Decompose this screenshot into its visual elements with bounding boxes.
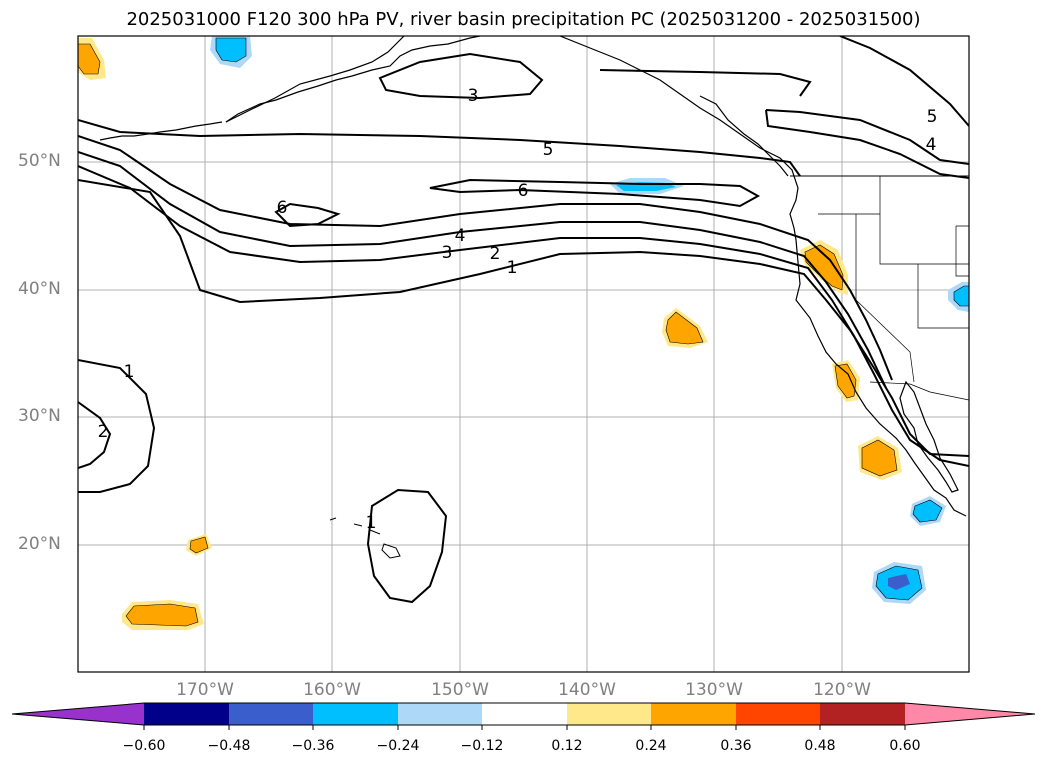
colorbar-bin (820, 703, 905, 725)
pv-label: 2 (98, 422, 109, 442)
precip-blob-nevada-neg-core (953, 285, 969, 307)
lon-label-160w: 160°W (303, 680, 361, 700)
pv-contour-1-hawaii (366, 488, 448, 604)
lon-label-140w: 140°W (558, 680, 616, 700)
colorbar-tick-label: 0.48 (804, 738, 836, 754)
precip-blob-dateline-core (78, 43, 101, 75)
colorbar-bin (144, 703, 229, 725)
colorbar-bin (398, 703, 482, 725)
alaska-coast (225, 36, 405, 123)
hawaii-islands (329, 517, 401, 559)
colorbar-extend-high (905, 703, 1035, 725)
lat-label-50n: 50°N (18, 151, 61, 171)
coastlines (99, 36, 969, 559)
pv-contour-ne-upper (839, 36, 969, 127)
lon-label-130w: 130°W (685, 680, 743, 700)
precip-blob-south-neg-core (888, 574, 910, 590)
map-title: 2025031000 F120 300 hPa PV, river basin … (126, 9, 921, 30)
lon-label-120w: 120°W (813, 680, 871, 700)
precip-blob-15n-core (125, 603, 199, 627)
colorbar-tick-label: −0.60 (122, 738, 166, 754)
colorbar-tick-label: −0.36 (291, 738, 335, 754)
bc-islands (699, 95, 789, 177)
precip-blob-baja-south-core (861, 439, 898, 477)
pv-contour-labels: 3 5 6 6 4 3 2 1 5 4 1 2 1 (98, 86, 938, 533)
pv-contours (78, 36, 969, 604)
colorbar-bin (736, 703, 820, 725)
map-frame (77, 35, 970, 673)
pv-label: 6 (277, 198, 288, 218)
baja-california (899, 380, 959, 493)
pv-label: 3 (468, 86, 479, 106)
precip-blob-nw-ca-core (804, 244, 844, 291)
pv-contour-3-north (378, 52, 544, 100)
aleutians (99, 121, 223, 141)
precip-blob-mex-neg-core (912, 499, 943, 523)
precip-blob-baja-north-core (834, 363, 857, 399)
precip-blob-hawaii-west-core (189, 536, 209, 554)
colorbar-tick-label: −0.48 (207, 738, 251, 754)
colorbar-bin (482, 703, 567, 725)
lat-label-30n: 30°N (18, 406, 61, 426)
pv-label: 1 (507, 258, 518, 278)
pv-contour-2-west (78, 401, 112, 469)
colorbar-bin (313, 703, 398, 725)
pv-label: 1 (366, 513, 377, 533)
colorbar-bin (229, 703, 313, 725)
pv-contour-5 (78, 119, 801, 177)
pv-contour-6-west (274, 202, 341, 228)
pv-contour-4 (78, 135, 893, 381)
colorbar-extend-low (12, 703, 144, 725)
precip-blob-37n-134w-core (665, 311, 704, 345)
colorbar-bin (651, 703, 736, 725)
pv-contour-3 (78, 151, 887, 389)
pv-label: 4 (455, 226, 466, 246)
gulf-alaska-coast (559, 36, 967, 517)
colorbar-tick-label: −0.24 (376, 738, 420, 754)
pv-contour-5-ne (765, 109, 969, 165)
pv-label: 2 (490, 244, 501, 264)
pv-label: 5 (927, 107, 938, 127)
colorbar-tick-label: 0.60 (889, 738, 921, 754)
lon-label-150w: 150°W (431, 680, 489, 700)
pv-label: 6 (518, 181, 529, 201)
pv-label: 1 (124, 362, 135, 382)
colorbar-tick-label: −0.12 (460, 738, 504, 754)
pv-contour-1-main (78, 179, 969, 457)
pv-contour-6-east (429, 178, 761, 208)
colorbar-tick-label: 0.36 (720, 738, 752, 754)
lat-label-20n: 20°N (18, 534, 61, 554)
pv-contour-1-west (78, 359, 156, 493)
pv-label: 3 (442, 243, 453, 263)
pv-label: 4 (926, 135, 937, 155)
pv-contour-2 (78, 165, 969, 467)
pv-contour-ne-far (599, 69, 812, 97)
lat-label-40n: 40°N (18, 279, 61, 299)
colorbar-bin (567, 703, 651, 725)
us-state-borders (818, 176, 969, 401)
pv-contour-4-ne (765, 109, 969, 179)
precip-pc-shading (78, 36, 969, 630)
pv-label: 5 (543, 140, 554, 160)
graticule (78, 36, 969, 672)
precip-blob-aleutian-neg-core (215, 37, 247, 63)
colorbar-tick-label: 0.12 (551, 738, 583, 754)
alaska-peninsula (225, 36, 481, 123)
lon-label-170w: 170°W (176, 680, 234, 700)
colorbar (11, 702, 1036, 730)
colorbar-tick-label: 0.24 (635, 738, 667, 754)
